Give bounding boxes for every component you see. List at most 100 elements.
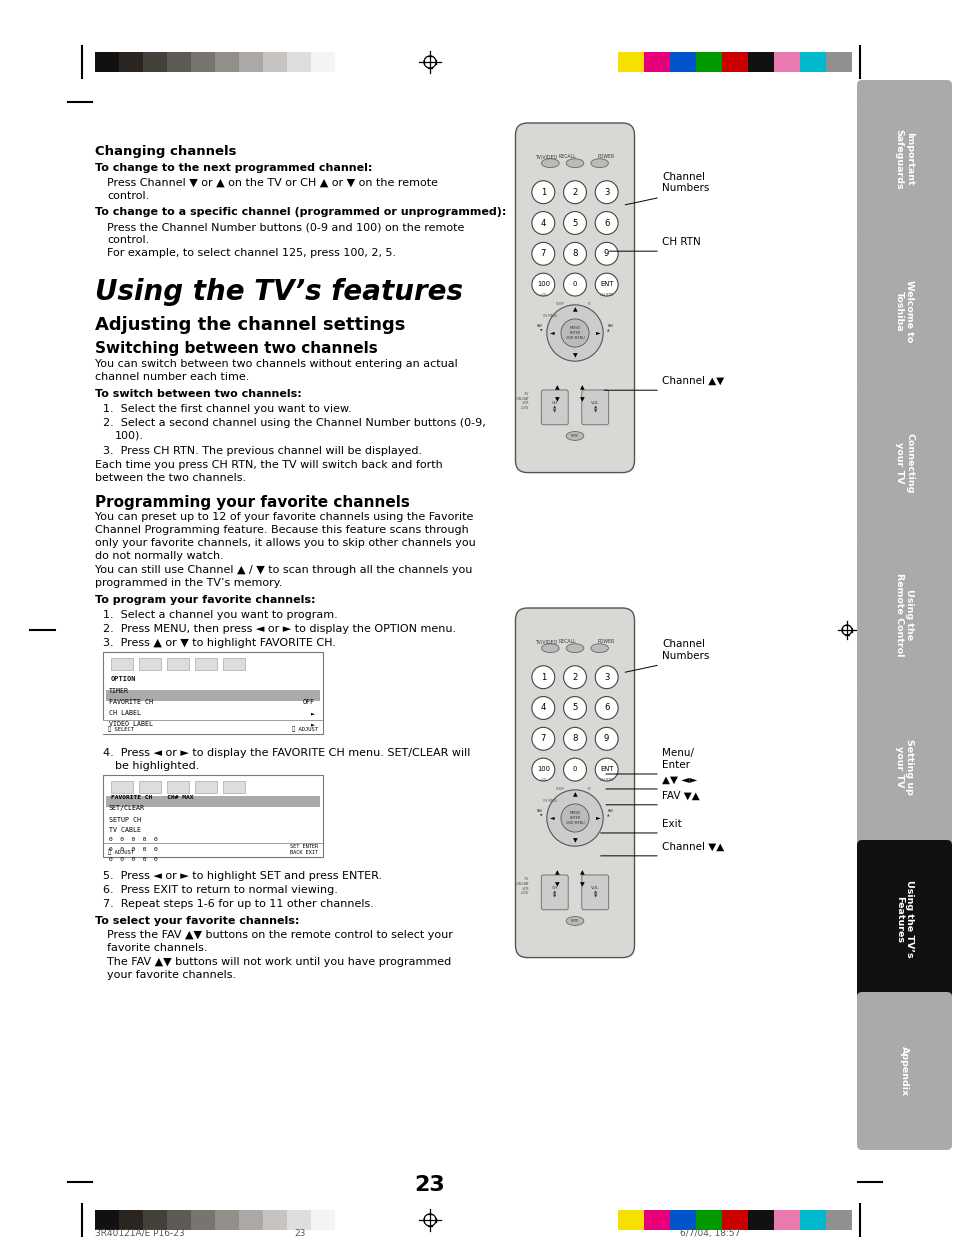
- Text: MUTE: MUTE: [570, 919, 578, 924]
- Text: ◄: ◄: [549, 330, 554, 335]
- Text: ENT: ENT: [599, 281, 613, 286]
- Text: ►: ►: [311, 721, 314, 727]
- Text: FAV ▼▲: FAV ▼▲: [661, 791, 699, 801]
- Text: channel number each time.: channel number each time.: [95, 372, 249, 382]
- Bar: [214, 52, 239, 72]
- Bar: [111, 658, 132, 670]
- Text: 3: 3: [603, 673, 609, 682]
- Bar: [669, 1210, 696, 1230]
- FancyBboxPatch shape: [540, 389, 568, 425]
- Text: 0  0  0  0  0: 0 0 0 0 0: [109, 857, 157, 862]
- Bar: [103, 651, 323, 735]
- Text: 0: 0: [572, 766, 577, 771]
- Text: You can switch between two channels without entering an actual: You can switch between two channels with…: [95, 359, 457, 369]
- FancyBboxPatch shape: [540, 874, 568, 910]
- Text: ENT: ENT: [599, 766, 613, 771]
- Text: 7.  Repeat steps 1-6 for up to 11 other channels.: 7. Repeat steps 1-6 for up to 11 other c…: [103, 898, 374, 908]
- Bar: [167, 52, 191, 72]
- Bar: [311, 52, 335, 72]
- Text: TV CABLE: TV CABLE: [109, 827, 141, 833]
- Text: 7: 7: [540, 735, 545, 743]
- Text: For example, to select channel 125, press 100, 2, 5.: For example, to select channel 125, pres…: [107, 248, 395, 258]
- Text: 100: 100: [537, 766, 549, 771]
- Ellipse shape: [590, 644, 608, 653]
- Circle shape: [563, 759, 586, 781]
- Ellipse shape: [590, 159, 608, 168]
- Bar: [669, 52, 696, 72]
- Text: 4: 4: [540, 703, 545, 712]
- FancyBboxPatch shape: [856, 79, 951, 238]
- Text: PC: PC: [587, 786, 591, 791]
- FancyBboxPatch shape: [856, 536, 951, 694]
- Text: CH
▲
▼: CH ▲ ▼: [551, 886, 558, 898]
- Text: Ⓜ ADJUST: Ⓜ ADJUST: [292, 727, 317, 732]
- Bar: [773, 1210, 800, 1230]
- Text: favorite channels.: favorite channels.: [107, 942, 208, 953]
- Text: MENU/
ENTER
2ND MENU: MENU/ ENTER 2ND MENU: [565, 811, 583, 824]
- Bar: [223, 781, 245, 793]
- Bar: [191, 1210, 214, 1230]
- Text: –TV
–CBL/SAT
–VCR
–DVD: –TV –CBL/SAT –VCR –DVD: [516, 877, 529, 895]
- Text: Channel ▲▼: Channel ▲▼: [661, 377, 723, 387]
- Bar: [103, 775, 323, 857]
- Bar: [721, 52, 747, 72]
- Bar: [239, 1210, 263, 1230]
- Bar: [287, 52, 311, 72]
- Circle shape: [563, 665, 586, 689]
- FancyBboxPatch shape: [581, 874, 608, 910]
- Text: ▼: ▼: [555, 882, 559, 887]
- Text: 9: 9: [603, 735, 609, 743]
- Bar: [618, 1210, 643, 1230]
- Text: SLEEP: SLEEP: [555, 302, 564, 306]
- Text: CH RTN: CH RTN: [661, 237, 700, 247]
- Text: Channel
Numbers: Channel Numbers: [661, 639, 709, 660]
- Bar: [194, 658, 216, 670]
- Circle shape: [532, 727, 555, 750]
- Text: You can preset up to 12 of your favorite channels using the Favorite: You can preset up to 12 of your favorite…: [95, 512, 473, 522]
- Circle shape: [595, 697, 618, 719]
- Circle shape: [532, 697, 555, 719]
- Circle shape: [563, 212, 586, 234]
- Bar: [721, 1210, 747, 1230]
- Text: ▲: ▲: [572, 793, 577, 798]
- Bar: [747, 52, 773, 72]
- Text: 7: 7: [540, 249, 545, 258]
- Circle shape: [532, 759, 555, 781]
- Circle shape: [563, 242, 586, 266]
- Bar: [167, 1210, 191, 1230]
- Circle shape: [532, 180, 555, 204]
- Text: TV/VIDEO: TV/VIDEO: [535, 155, 557, 159]
- Text: SLEEP: SLEEP: [555, 786, 564, 791]
- Text: Using the
Remote Control: Using the Remote Control: [894, 573, 913, 656]
- Text: PC: PC: [587, 302, 591, 306]
- Circle shape: [560, 319, 588, 347]
- Text: your favorite channels.: your favorite channels.: [107, 970, 236, 980]
- Text: You can still use Channel ▲ / ▼ to scan through all the channels you: You can still use Channel ▲ / ▼ to scan …: [95, 564, 472, 575]
- Text: 5.  Press ◄ or ► to highlight SET and press ENTER.: 5. Press ◄ or ► to highlight SET and pre…: [103, 871, 382, 881]
- Bar: [143, 1210, 167, 1230]
- Text: MUTE: MUTE: [570, 433, 578, 438]
- Text: CH LABEL: CH LABEL: [109, 709, 141, 716]
- FancyBboxPatch shape: [856, 232, 951, 391]
- Text: Adjusting the channel settings: Adjusting the channel settings: [95, 316, 405, 334]
- Bar: [696, 1210, 721, 1230]
- Text: ▼: ▼: [579, 397, 584, 402]
- Text: programmed in the TV’s memory.: programmed in the TV’s memory.: [95, 578, 282, 588]
- Bar: [825, 1210, 851, 1230]
- Bar: [106, 796, 319, 806]
- Text: FAVORITE CH: FAVORITE CH: [109, 699, 152, 706]
- Text: To select your favorite channels:: To select your favorite channels:: [95, 916, 299, 926]
- Text: 5: 5: [572, 703, 578, 712]
- Circle shape: [563, 180, 586, 204]
- Bar: [143, 52, 167, 72]
- Text: 1.  Select a channel you want to program.: 1. Select a channel you want to program.: [103, 610, 337, 620]
- Text: control.: control.: [107, 192, 149, 202]
- Text: 3: 3: [603, 188, 609, 197]
- Text: TV/VIDEO: TV/VIDEO: [535, 639, 557, 644]
- Text: OS MENU: OS MENU: [542, 799, 557, 803]
- Text: 100: 100: [537, 281, 549, 286]
- FancyBboxPatch shape: [515, 609, 634, 958]
- Bar: [618, 52, 643, 72]
- Text: 2: 2: [572, 188, 578, 197]
- FancyBboxPatch shape: [856, 688, 951, 845]
